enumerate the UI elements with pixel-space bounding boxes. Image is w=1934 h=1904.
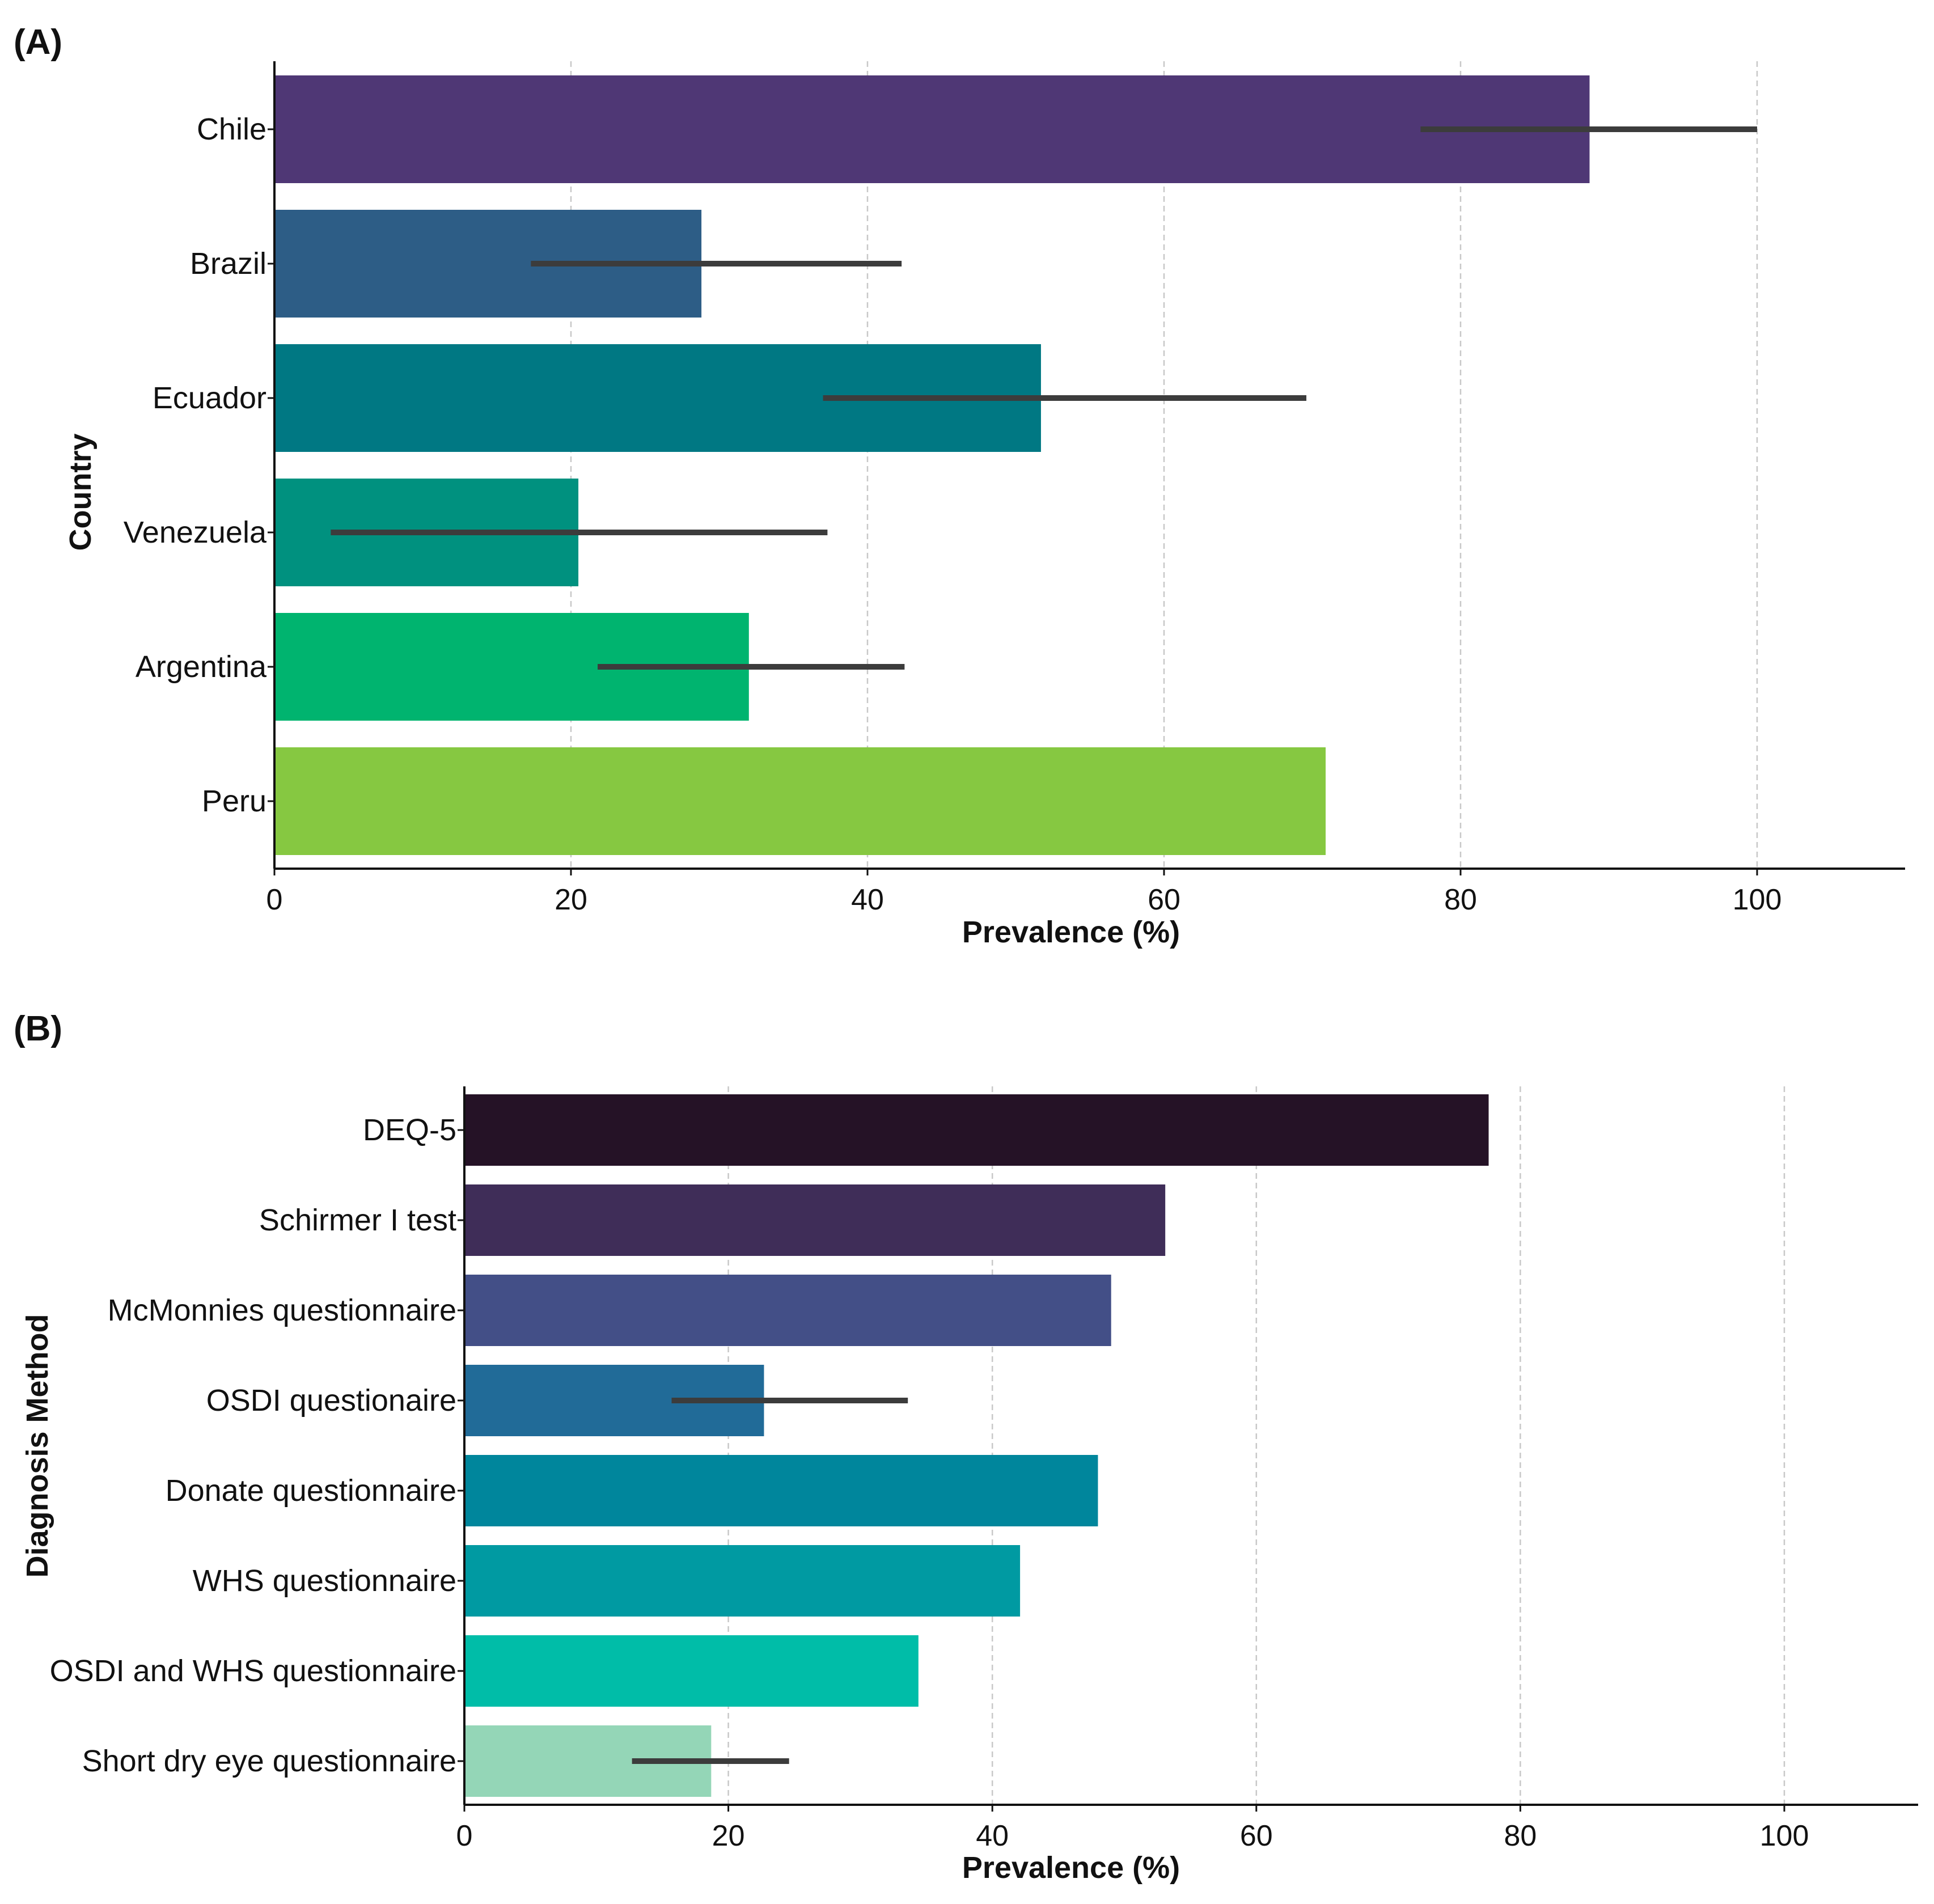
panel-b-x-tick-label: 60	[1240, 1820, 1273, 1852]
panel-a-y-axis-title: Country	[64, 434, 98, 551]
panel-b-bar	[464, 1545, 1021, 1617]
panel-b-x-axis-title: Prevalence (%)	[962, 1851, 1180, 1885]
panel-a-category-label: Argentina	[136, 650, 267, 684]
panel-a-bar	[274, 75, 1590, 183]
panel-a-error-bars	[331, 126, 1757, 670]
panel-b-category-label: OSDI and WHS questionnaire	[50, 1654, 456, 1688]
panel-a-x-ticks: 0 20 40 60 80 100	[266, 869, 1782, 916]
panel-a-category-label: Chile	[197, 112, 266, 146]
panel-b-x-tick-label: 0	[456, 1820, 473, 1852]
panel-a-x-tick-label: 80	[1444, 883, 1477, 916]
panel-a-x-axis-title: Prevalence (%)	[962, 915, 1180, 949]
panel-b-x-tick-label: 100	[1760, 1820, 1809, 1852]
panel-b-bar	[464, 1635, 919, 1707]
panel-a-x-tick-label: 40	[851, 883, 884, 916]
panel-a-y-ticks: Chile Brazil Ecuador Venezuela Argentina Peru	[124, 112, 274, 818]
panel-a-category-label: Brazil	[190, 247, 266, 281]
panel-a-x-tick-label: 100	[1733, 883, 1782, 916]
panel-b-y-axis-title: Diagnosis Method	[20, 1314, 54, 1577]
panel-a-x-tick-label: 20	[555, 883, 587, 916]
panel-a-category-label: Peru	[202, 784, 266, 818]
panel-b-bar	[464, 1275, 1111, 1346]
panel-a-category-label: Venezuela	[124, 515, 267, 549]
panel-a-chart: (A) Chile Brazil Ecuador Venezuela Argentina…	[14, 23, 1905, 949]
panel-b-bar	[464, 1094, 1489, 1166]
panel-b-bar	[464, 1455, 1098, 1526]
panel-b-category-label: McMonnies questionnaire	[108, 1293, 456, 1327]
panel-b-category-label: Schirmer I test	[259, 1203, 456, 1237]
panel-b-label: (B)	[14, 1009, 62, 1048]
panel-a-category-label: Ecuador	[153, 381, 266, 415]
panel-b-x-tick-label: 80	[1504, 1820, 1537, 1852]
panel-b-category-label: OSDI questionaire	[206, 1383, 456, 1418]
panel-a-label: (A)	[14, 23, 62, 62]
panel-a-x-tick-label: 0	[266, 883, 283, 916]
panel-b-x-tick-label: 40	[976, 1820, 1009, 1852]
panel-b-category-label: Donate questionnaire	[166, 1474, 456, 1508]
panel-b-x-tick-label: 20	[712, 1820, 745, 1852]
panel-b-x-ticks: 0 20 40 60 80 100	[456, 1805, 1809, 1852]
panel-b-bars	[464, 1094, 1489, 1797]
panel-a-x-tick-label: 60	[1148, 883, 1180, 916]
panel-b-bar	[464, 1184, 1166, 1256]
panel-b-category-label: DEQ-5	[363, 1113, 456, 1147]
panel-b-category-label: Short dry eye questionnaire	[82, 1744, 456, 1778]
panel-a-bar	[274, 747, 1326, 855]
panel-b-chart: (B) DEQ-5 Schirmer I test McMonnies questi…	[14, 1009, 1918, 1885]
panel-b-category-label: WHS questionnaire	[193, 1564, 456, 1598]
panel-b-y-ticks: DEQ-5 Schirmer I test McMonnies questionna…	[50, 1113, 464, 1778]
panel-b-error-bars	[632, 1398, 908, 1764]
